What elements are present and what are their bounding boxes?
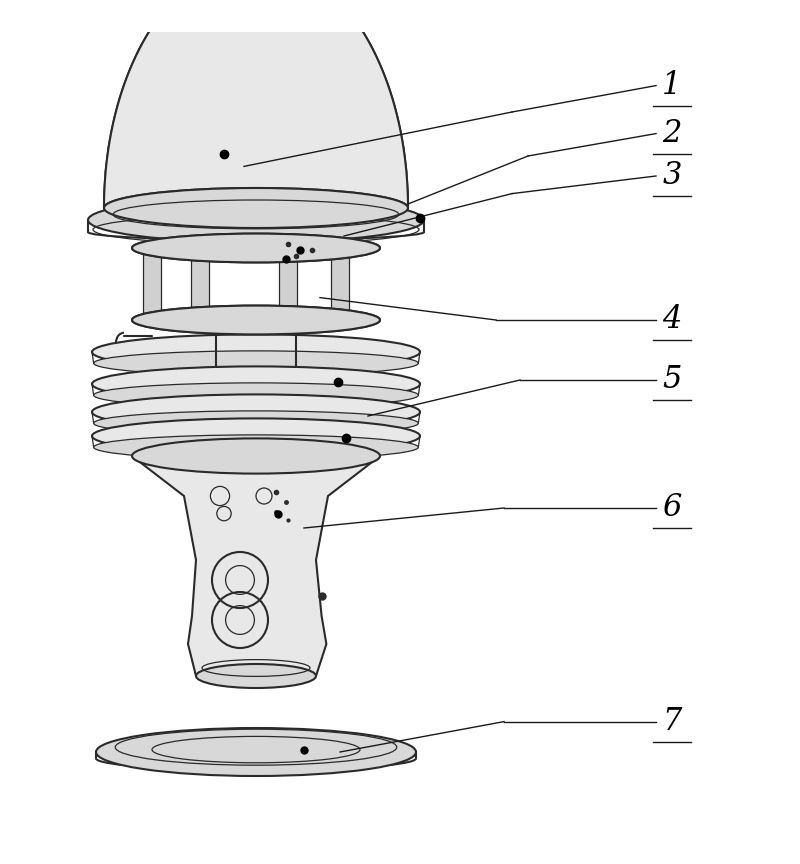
Ellipse shape — [88, 198, 424, 243]
Text: 1: 1 — [662, 70, 682, 101]
Ellipse shape — [96, 728, 416, 776]
Ellipse shape — [132, 233, 380, 263]
Polygon shape — [104, 0, 408, 208]
Ellipse shape — [132, 438, 380, 473]
Ellipse shape — [94, 411, 418, 435]
Ellipse shape — [104, 188, 408, 228]
Ellipse shape — [94, 383, 418, 408]
Ellipse shape — [94, 351, 418, 376]
FancyBboxPatch shape — [143, 248, 161, 320]
Polygon shape — [132, 456, 380, 676]
Ellipse shape — [92, 394, 420, 429]
Text: 2: 2 — [662, 118, 682, 149]
Text: 6: 6 — [662, 492, 682, 524]
FancyBboxPatch shape — [191, 248, 209, 320]
Ellipse shape — [196, 664, 316, 688]
Ellipse shape — [132, 306, 380, 334]
FancyBboxPatch shape — [279, 248, 297, 320]
Ellipse shape — [132, 233, 380, 263]
Text: 3: 3 — [662, 161, 682, 192]
Text: 7: 7 — [662, 706, 682, 737]
Ellipse shape — [92, 334, 420, 370]
Ellipse shape — [132, 306, 380, 334]
Ellipse shape — [92, 366, 420, 402]
Text: 5: 5 — [662, 365, 682, 396]
Text: 4: 4 — [662, 304, 682, 335]
Ellipse shape — [94, 435, 418, 460]
FancyBboxPatch shape — [331, 248, 349, 320]
Ellipse shape — [92, 418, 420, 454]
